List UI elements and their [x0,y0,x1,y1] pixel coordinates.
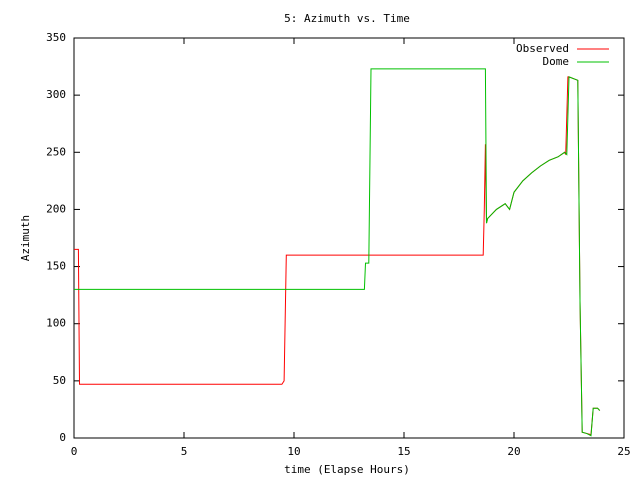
y-tick-label: 200 [46,202,66,215]
x-tick-label: 5 [181,445,188,458]
y-tick-label: 300 [46,88,66,101]
y-tick-label: 350 [46,31,66,44]
legend-label: Observed [516,42,569,55]
x-tick-label: 25 [617,445,630,458]
y-tick-label: 250 [46,145,66,158]
x-tick-label: 0 [71,445,78,458]
y-tick-label: 50 [53,374,66,387]
x-axis-label: time (Elapse Hours) [284,463,410,476]
legend-label: Dome [543,55,570,68]
y-tick-label: 150 [46,260,66,273]
y-tick-label: 100 [46,317,66,330]
plot-frame [73,37,625,439]
x-tick-label: 15 [397,445,410,458]
y-tick-label: 0 [59,431,66,444]
data-line [74,68,601,437]
chart-title: 5: Azimuth vs. Time [284,12,410,25]
x-tick-label: 20 [507,445,520,458]
y-axis-label: Azimuth [19,215,32,261]
x-tick-label: 10 [287,445,300,458]
